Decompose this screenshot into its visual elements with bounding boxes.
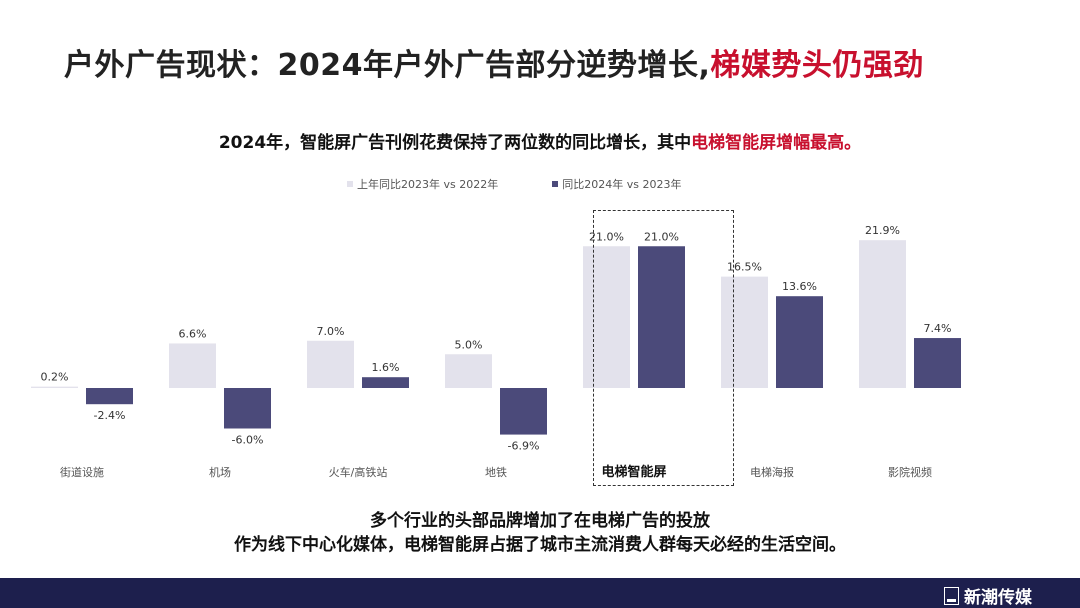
category-label-3: 地铁 [485,466,507,479]
bar-curr-5 [776,296,823,388]
category-label-1: 机场 [209,465,231,479]
bar-curr-4 [638,246,685,388]
data-label-curr-3: -6.9% [508,440,540,453]
footer-bar [0,578,1080,608]
category-label-4: 电梯智能屏 [601,464,666,480]
data-label-curr-0: -2.4% [94,409,126,422]
legend-label-curr: 同比2024年 vs 2023年 [562,178,682,191]
data-label-prev-6: 21.9% [865,224,900,237]
bar-curr-2 [362,377,409,388]
legend-label-prev: 上年同比2023年 vs 2022年 [357,178,499,191]
data-label-prev-2: 7.0% [317,325,345,338]
subtitle-highlight: 电梯智能屏增幅最高。 [691,133,862,153]
bar-prev-4 [583,246,630,388]
bar-curr-0 [86,388,133,405]
bar-prev-0 [31,386,78,388]
bar-chart: 0.2% -2.4% 街道设施 6.6% -6.0% 机场 7.0% 1.6% 火车/高铁站 5.… [31,224,961,480]
bar-prev-2 [307,340,354,388]
title-highlight: 梯媒势头仍强劲 [710,48,924,83]
page-title: 户外广告现状：2024年户外广告部分逆势增长,梯媒势头仍强劲 [64,40,924,84]
bottom-text-line2: 作为线下中心化媒体，电梯智能屏占据了城市主流消费人群每天必经的生活空间。 [234,535,846,555]
legend-swatch-curr [552,181,559,187]
category-label-2: 火车/高铁站 [329,465,388,479]
bar-prev-1 [169,343,216,388]
data-label-curr-2: 1.6% [372,361,400,374]
data-label-curr-4: 21.0% [644,230,679,243]
bottom-text-line1: 多个行业的头部品牌增加了在电梯广告的投放 [370,511,710,531]
chart-legend: 上年同比2023年 vs 2022年 同比2024年 vs 2023年 [347,176,735,192]
bar-curr-3 [500,388,547,435]
data-label-prev-1: 6.6% [179,327,207,340]
xinchao-logo-icon [944,586,959,605]
bar-prev-3 [445,354,492,388]
subtitle-main: 2024年，智能屏广告刊例花费保持了两位数的同比增长，其中 [218,133,692,153]
category-label-0: 街道设施 [60,465,104,479]
brand: 新潮传媒 [944,583,1032,608]
legend-item-prev: 上年同比2023年 vs 2022年 [347,176,498,192]
data-label-curr-5: 13.6% [782,280,817,293]
category-label-5: 电梯海报 [750,465,794,479]
data-label-curr-1: -6.0% [232,434,264,447]
data-label-prev-0: 0.2% [41,371,69,384]
chart-subtitle: 2024年，智能屏广告刊例花费保持了两位数的同比增长，其中电梯智能屏增幅最高。 [0,128,1080,153]
bar-prev-6 [859,240,906,388]
bar-curr-6 [914,338,961,388]
bar-curr-1 [224,388,271,429]
category-label-6: 影院视频 [888,465,932,479]
data-label-prev-5: 16.5% [727,261,762,274]
bar-prev-5 [721,276,768,388]
highlight-box [593,210,734,486]
legend-item-curr: 同比2024年 vs 2023年 [552,176,681,192]
data-label-prev-4: 21.0% [589,230,624,243]
legend-swatch-prev [347,181,353,187]
data-label-curr-6: 7.4% [924,322,952,335]
title-main: 户外广告现状：2024年户外广告部分逆势增长, [64,48,711,83]
brand-name: 新潮传媒 [964,588,1032,608]
data-label-prev-3: 5.0% [455,338,483,351]
